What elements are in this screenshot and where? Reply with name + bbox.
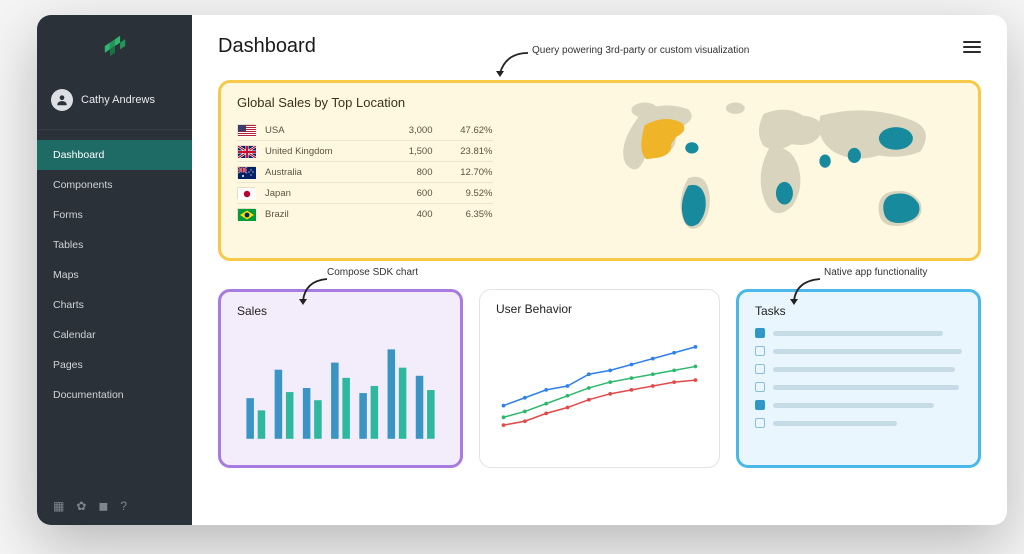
country-pct: 12.70% xyxy=(433,167,493,178)
page-title: Dashboard xyxy=(218,35,316,58)
arrow-icon xyxy=(293,275,333,309)
country-value: 800 xyxy=(373,167,433,178)
task-placeholder xyxy=(773,367,955,372)
footer-grid-icon[interactable]: ▦ xyxy=(53,499,64,513)
sidebar-item-components[interactable]: Components xyxy=(37,170,192,200)
sales-row: United Kingdom1,50023.81% xyxy=(237,140,493,161)
behavior-card: User Behavior xyxy=(479,289,720,468)
sales-table: USA3,00047.62%United Kingdom1,50023.81%A… xyxy=(237,120,493,224)
flag-icon xyxy=(237,145,255,157)
annotation-right: Native app functionality xyxy=(824,267,927,278)
global-sales-card: Global Sales by Top Location USA3,00047.… xyxy=(218,80,981,261)
sales-bar-chart xyxy=(237,328,444,448)
profile[interactable]: Cathy Andrews xyxy=(37,89,192,130)
sidebar-item-documentation[interactable]: Documentation xyxy=(37,380,192,410)
arrow-icon xyxy=(782,275,826,309)
task-item[interactable] xyxy=(755,364,962,374)
sidebar: Cathy Andrews DashboardComponentsFormsTa… xyxy=(37,15,192,525)
footer-bookmark-icon[interactable]: ◼ xyxy=(98,499,108,513)
behavior-line-chart xyxy=(496,326,703,446)
sidebar-item-calendar[interactable]: Calendar xyxy=(37,320,192,350)
sales-title: Sales xyxy=(237,304,444,318)
sales-row: Australia80012.70% xyxy=(237,161,493,182)
task-checkbox[interactable] xyxy=(755,346,765,356)
sidebar-item-dashboard[interactable]: Dashboard xyxy=(37,140,192,170)
main: Dashboard Query powering 3rd-party or cu… xyxy=(192,15,1007,525)
sales-row: USA3,00047.62% xyxy=(237,120,493,140)
sidebar-item-maps[interactable]: Maps xyxy=(37,260,192,290)
task-placeholder xyxy=(773,403,934,408)
task-placeholder xyxy=(773,349,962,354)
country-name: Australia xyxy=(265,167,373,178)
country-pct: 9.52% xyxy=(433,188,493,199)
task-item[interactable] xyxy=(755,346,962,356)
sidebar-footer: ▦ ✿ ◼ ? xyxy=(37,487,192,525)
logo-icon xyxy=(98,29,132,63)
country-name: Brazil xyxy=(265,209,373,220)
task-checkbox[interactable] xyxy=(755,328,765,338)
tasks-card: Tasks xyxy=(736,289,981,468)
country-value: 3,000 xyxy=(373,125,433,136)
sidebar-item-tables[interactable]: Tables xyxy=(37,230,192,260)
hamburger-menu-icon[interactable] xyxy=(963,41,981,53)
task-placeholder xyxy=(773,331,943,336)
flag-icon xyxy=(237,187,255,199)
task-checkbox[interactable] xyxy=(755,400,765,410)
flag-icon xyxy=(237,208,255,220)
country-pct: 6.35% xyxy=(433,209,493,220)
task-checkbox[interactable] xyxy=(755,418,765,428)
behavior-title: User Behavior xyxy=(496,302,703,316)
footer-gear-icon[interactable]: ✿ xyxy=(76,499,86,513)
sidebar-item-forms[interactable]: Forms xyxy=(37,200,192,230)
sales-row: Brazil4006.35% xyxy=(237,203,493,224)
profile-name: Cathy Andrews xyxy=(81,94,155,106)
sidebar-item-charts[interactable]: Charts xyxy=(37,290,192,320)
flag-icon xyxy=(237,124,255,136)
nav: DashboardComponentsFormsTablesMapsCharts… xyxy=(37,140,192,487)
country-name: Japan xyxy=(265,188,373,199)
country-value: 400 xyxy=(373,209,433,220)
task-item[interactable] xyxy=(755,382,962,392)
task-placeholder xyxy=(773,421,897,426)
task-item[interactable] xyxy=(755,328,962,338)
country-value: 1,500 xyxy=(373,146,433,157)
country-name: United Kingdom xyxy=(265,146,373,157)
country-value: 600 xyxy=(373,188,433,199)
logo xyxy=(37,29,192,63)
country-name: USA xyxy=(265,125,373,136)
task-item[interactable] xyxy=(755,400,962,410)
annotation-left: Compose SDK chart xyxy=(327,267,418,278)
global-sales-title: Global Sales by Top Location xyxy=(237,95,602,110)
tasks-list xyxy=(755,328,962,428)
flag-icon xyxy=(237,166,255,178)
sales-card: Sales xyxy=(218,289,463,468)
cards-row: Sales User Behavior Tasks xyxy=(218,289,981,468)
task-checkbox[interactable] xyxy=(755,364,765,374)
app-shell: Cathy Andrews DashboardComponentsFormsTa… xyxy=(37,15,1007,525)
arrow-icon xyxy=(492,49,532,79)
sales-row: Japan6009.52% xyxy=(237,182,493,203)
footer-help-icon[interactable]: ? xyxy=(120,499,127,513)
sidebar-item-pages[interactable]: Pages xyxy=(37,350,192,380)
task-item[interactable] xyxy=(755,418,962,428)
task-checkbox[interactable] xyxy=(755,382,765,392)
annotation-top: Query powering 3rd-party or custom visua… xyxy=(532,45,749,56)
world-map xyxy=(622,95,962,246)
country-pct: 23.81% xyxy=(433,146,493,157)
avatar xyxy=(51,89,73,111)
country-pct: 47.62% xyxy=(433,125,493,136)
task-placeholder xyxy=(773,385,959,390)
